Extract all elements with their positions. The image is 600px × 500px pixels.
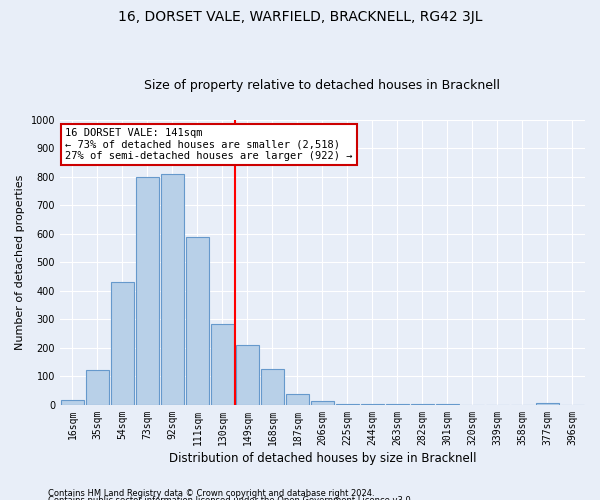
Bar bbox=[411, 404, 434, 405]
Bar bbox=[336, 404, 359, 405]
X-axis label: Distribution of detached houses by size in Bracknell: Distribution of detached houses by size … bbox=[169, 452, 476, 465]
Bar bbox=[311, 400, 334, 405]
Text: 16, DORSET VALE, WARFIELD, BRACKNELL, RG42 3JL: 16, DORSET VALE, WARFIELD, BRACKNELL, RG… bbox=[118, 10, 482, 24]
Bar bbox=[161, 174, 184, 405]
Bar bbox=[536, 402, 559, 405]
Text: Contains HM Land Registry data © Crown copyright and database right 2024.: Contains HM Land Registry data © Crown c… bbox=[48, 488, 374, 498]
Bar bbox=[286, 394, 309, 405]
Bar bbox=[261, 370, 284, 405]
Title: Size of property relative to detached houses in Bracknell: Size of property relative to detached ho… bbox=[145, 79, 500, 92]
Bar bbox=[436, 404, 459, 405]
Bar bbox=[86, 370, 109, 405]
Bar bbox=[211, 324, 233, 405]
Bar bbox=[136, 177, 158, 405]
Y-axis label: Number of detached properties: Number of detached properties bbox=[15, 174, 25, 350]
Text: Contains public sector information licensed under the Open Government Licence v3: Contains public sector information licen… bbox=[48, 496, 413, 500]
Bar bbox=[386, 404, 409, 405]
Bar bbox=[61, 400, 83, 405]
Bar bbox=[111, 282, 134, 405]
Bar bbox=[236, 345, 259, 405]
Bar bbox=[186, 236, 209, 405]
Text: 16 DORSET VALE: 141sqm
← 73% of detached houses are smaller (2,518)
27% of semi-: 16 DORSET VALE: 141sqm ← 73% of detached… bbox=[65, 128, 353, 162]
Bar bbox=[361, 404, 384, 405]
